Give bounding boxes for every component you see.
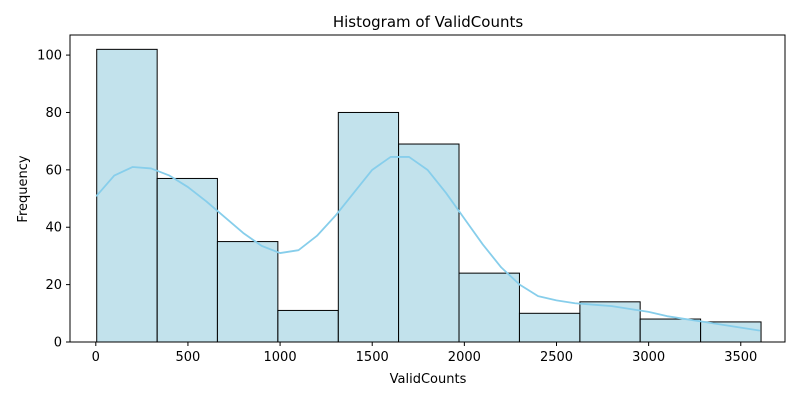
kde-group xyxy=(95,156,761,332)
y-axis-ticks: 0 20 40 60 80 100 xyxy=(37,49,70,351)
bars-group xyxy=(96,48,762,343)
histogram-bar xyxy=(579,301,641,343)
y-axis-label: Frequency xyxy=(16,155,31,222)
histogram-bar xyxy=(337,111,400,343)
x-tick-label: 2500 xyxy=(540,350,573,365)
y-tick-label: 80 xyxy=(45,106,62,121)
histogram-bar xyxy=(639,318,702,343)
histogram-bar xyxy=(277,309,339,343)
x-axis-ticks: 0 500 1000 1500 2000 2500 3000 3500 xyxy=(92,342,757,365)
histogram-bar xyxy=(518,312,581,343)
histogram-bar xyxy=(216,241,279,343)
x-tick-label: 3500 xyxy=(724,350,757,365)
x-tick-label: 0 xyxy=(92,350,100,365)
y-tick-label: 60 xyxy=(45,163,62,178)
x-tick-label: 3000 xyxy=(632,350,665,365)
kde-line xyxy=(95,156,761,332)
histogram-bar xyxy=(156,177,218,343)
x-tick-label: 1000 xyxy=(264,350,297,365)
histogram-bar xyxy=(96,48,158,343)
y-tick-label: 20 xyxy=(45,278,62,293)
chart-title: Histogram of ValidCounts xyxy=(333,13,523,31)
x-tick-label: 500 xyxy=(176,350,201,365)
x-tick-label: 2000 xyxy=(448,350,481,365)
x-axis-label: ValidCounts xyxy=(390,372,467,387)
y-tick-label: 40 xyxy=(45,221,62,236)
histogram-bar xyxy=(398,143,460,343)
x-tick-label: 1500 xyxy=(356,350,389,365)
histogram-bar xyxy=(458,272,520,343)
y-tick-label: 0 xyxy=(54,336,62,351)
histogram-bar xyxy=(700,321,762,343)
y-tick-label: 100 xyxy=(37,49,62,64)
plot-frame xyxy=(69,34,786,343)
